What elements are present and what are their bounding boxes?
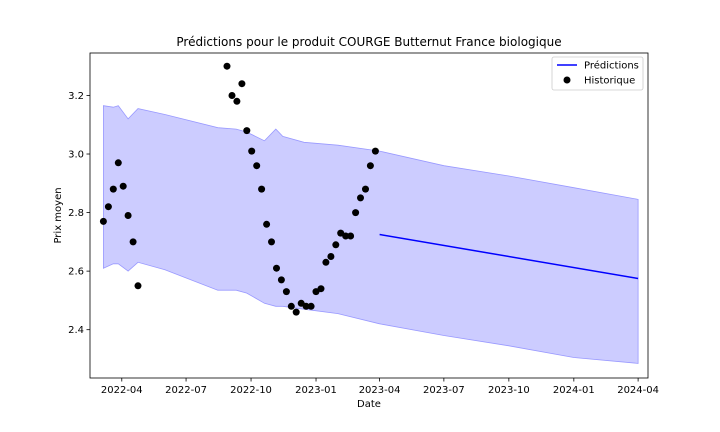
- historique-point: [317, 285, 325, 293]
- historique-point: [332, 241, 340, 249]
- historique-point: [273, 264, 280, 272]
- historique-point: [287, 302, 295, 310]
- historique-point: [307, 302, 315, 310]
- y-axis-ticks: 2.4 2.6 2.8 3.0 3.2: [68, 91, 90, 336]
- historique-point: [109, 185, 117, 193]
- historique-point: [277, 276, 285, 284]
- x-tick-label: 2024-01: [553, 385, 595, 396]
- y-tick-label: 2.4: [68, 325, 84, 336]
- y-tick-label: 2.8: [68, 208, 84, 219]
- y-axis-label: Prix moyen: [53, 187, 64, 243]
- historique-point: [223, 62, 231, 70]
- x-tick-label: 2023-01: [295, 385, 337, 396]
- x-tick-label: 2024-04: [617, 385, 659, 396]
- prediction-series: [379, 233, 639, 280]
- historique-point: [248, 147, 256, 155]
- historique-point: [322, 258, 330, 266]
- historique-point: [282, 288, 290, 296]
- historique-point: [258, 185, 266, 193]
- x-tick-label: 2022-10: [230, 385, 272, 396]
- legend-label-predictions: Prédictions: [584, 60, 639, 72]
- historique-point: [129, 238, 137, 246]
- plot-area-frame: [89, 52, 649, 379]
- historique-point: [134, 282, 142, 290]
- x-tick-label: 2023-10: [488, 385, 530, 396]
- historique-point: [243, 127, 251, 135]
- historique-point: [292, 308, 300, 316]
- x-tick-label: 2023-07: [423, 385, 465, 396]
- historique-point: [268, 238, 275, 246]
- historique-point: [302, 302, 310, 310]
- prediction-line: [379, 233, 639, 280]
- x-tick-label: 2023-04: [359, 385, 401, 396]
- historique-point: [233, 97, 241, 105]
- historique-point: [124, 212, 132, 219]
- historique-point: [362, 185, 369, 193]
- historique-point: [253, 162, 261, 170]
- legend: Prédictions Historique: [551, 56, 644, 91]
- historique-point: [99, 217, 107, 225]
- historique-point: [347, 232, 355, 240]
- historical-series: [99, 62, 379, 316]
- y-tick-label: 3.2: [68, 91, 84, 102]
- x-axis-label: Date: [357, 399, 381, 410]
- legend-marker-swatch: [563, 76, 571, 84]
- y-tick-label: 3.0: [68, 150, 84, 161]
- historique-point: [119, 182, 127, 190]
- historique-point: [371, 147, 379, 155]
- historique-point: [342, 232, 350, 240]
- historique-point: [352, 209, 360, 217]
- chart-title: Prédictions pour le produit COURGE Butte…: [176, 35, 561, 49]
- legend-label-historique: Historique: [584, 76, 635, 87]
- historique-point: [228, 92, 236, 99]
- confidence-band-area: [103, 105, 639, 364]
- historique-point: [327, 253, 335, 260]
- x-tick-label: 2022-07: [165, 385, 207, 396]
- historique-point: [357, 194, 364, 202]
- x-axis-ticks: 2022-04 2022-07 2022-10 2023-01 2023-04 2023-…: [101, 378, 659, 396]
- historique-point: [238, 80, 246, 88]
- historique-point: [263, 220, 271, 228]
- y-tick-label: 2.6: [68, 267, 84, 278]
- historique-point: [104, 203, 112, 211]
- historique-point: [366, 162, 374, 170]
- confidence-band: [103, 105, 639, 364]
- x-tick-label: 2022-04: [101, 385, 143, 396]
- historique-point: [114, 159, 122, 167]
